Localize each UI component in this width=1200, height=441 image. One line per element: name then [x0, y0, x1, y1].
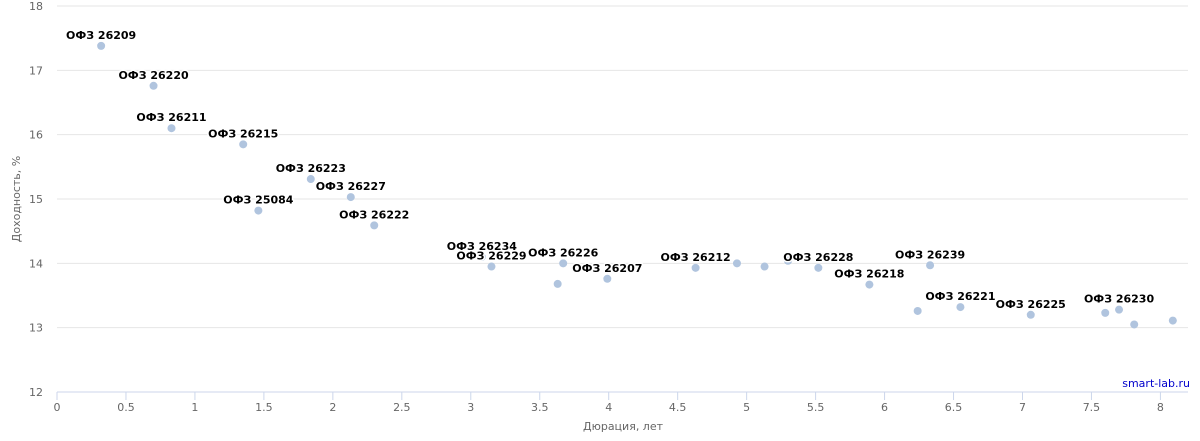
data-point[interactable]	[487, 262, 496, 271]
data-point[interactable]	[239, 140, 248, 149]
data-label: ОФЗ 26218	[834, 268, 904, 281]
data-label: ОФЗ 26215	[208, 127, 278, 140]
data-point[interactable]	[97, 41, 106, 50]
data-point[interactable]	[1168, 316, 1177, 325]
data-label: ОФЗ 26227	[316, 180, 386, 193]
data-point[interactable]	[732, 259, 741, 268]
y-tick-label: 12	[29, 386, 43, 399]
y-tick-label: 17	[29, 64, 43, 77]
data-point[interactable]	[306, 175, 315, 184]
data-point[interactable]	[784, 256, 793, 265]
data-label: ОФЗ 26222	[339, 208, 409, 221]
data-label: ОФЗ 26223	[276, 162, 346, 175]
data-label: ОФЗ 26239	[895, 248, 965, 261]
data-points	[97, 41, 1177, 329]
data-point[interactable]	[149, 81, 158, 90]
x-tick-label: 3.5	[531, 401, 549, 414]
data-point[interactable]	[865, 280, 874, 289]
data-label: ОФЗ 26207	[572, 262, 642, 275]
data-label: ОФЗ 26211	[136, 111, 206, 124]
data-point[interactable]	[254, 206, 263, 215]
y-axis-title: Доходность, %	[10, 156, 23, 242]
data-label: ОФЗ 26220	[118, 69, 189, 82]
data-label: ОФЗ 26209	[66, 29, 136, 42]
x-tick-label: 2.5	[393, 401, 411, 414]
x-tick-label: 3	[467, 401, 474, 414]
x-tick-label: 2	[329, 401, 336, 414]
x-tick-label: 0	[54, 401, 61, 414]
data-point[interactable]	[1026, 310, 1035, 319]
data-point[interactable]	[956, 303, 965, 312]
y-tick-label: 15	[29, 193, 43, 206]
data-point[interactable]	[1101, 308, 1110, 317]
grid-lines	[57, 5, 1188, 329]
y-tick-label: 14	[29, 257, 43, 270]
data-label: ОФЗ 26234	[447, 240, 518, 253]
data-point[interactable]	[1115, 305, 1124, 314]
data-label: ОФЗ 26226	[528, 246, 599, 259]
x-tick-label: 0.5	[117, 401, 135, 414]
y-tick-label: 16	[29, 129, 43, 142]
x-axis-title: Дюрация, лет	[583, 420, 664, 433]
x-tick-label: 1	[191, 401, 198, 414]
data-point[interactable]	[477, 252, 486, 261]
data-label: ОФЗ 26229	[456, 250, 526, 263]
data-label: ОФЗ 26230	[1084, 293, 1155, 306]
credit-link[interactable]: smart-lab.ru	[1122, 377, 1190, 390]
x-tick-label: 4.5	[669, 401, 687, 414]
data-point[interactable]	[167, 124, 176, 133]
x-tick-label: 6	[881, 401, 888, 414]
data-point[interactable]	[926, 261, 935, 270]
x-tick-label: 5	[743, 401, 750, 414]
data-label: ОФЗ 26221	[925, 290, 995, 303]
data-point[interactable]	[559, 259, 568, 268]
data-label: ОФЗ 26228	[783, 251, 853, 264]
x-tick-label: 7	[1019, 401, 1026, 414]
data-point[interactable]	[346, 193, 355, 202]
x-tick-label: 1.5	[255, 401, 273, 414]
x-tick-label: 6.5	[945, 401, 963, 414]
y-tick-label: 13	[29, 322, 43, 335]
data-point[interactable]	[603, 274, 612, 283]
data-point[interactable]	[814, 263, 823, 272]
data-label: ОФЗ 26212	[661, 251, 731, 264]
data-point[interactable]	[913, 306, 922, 315]
data-point[interactable]	[553, 279, 562, 288]
data-point[interactable]	[1130, 320, 1139, 329]
data-point[interactable]	[760, 262, 769, 271]
axes: 12 13 14 15 16 17 18 0 0.5 1 1.5 2 2.5 3 3.5 4 4.5 5 5.5 6 6…	[29, 0, 1188, 414]
data-point[interactable]	[370, 221, 379, 230]
x-tick-label: 5.5	[807, 401, 825, 414]
x-tick-label: 4	[605, 401, 612, 414]
data-label: ОФЗ 26225	[996, 298, 1066, 311]
y-tick-label: 18	[29, 0, 43, 13]
x-tick-label: 8	[1157, 401, 1164, 414]
x-tick-label: 7.5	[1083, 401, 1101, 414]
data-point[interactable]	[691, 263, 700, 272]
data-label: ОФЗ 25084	[223, 194, 294, 207]
